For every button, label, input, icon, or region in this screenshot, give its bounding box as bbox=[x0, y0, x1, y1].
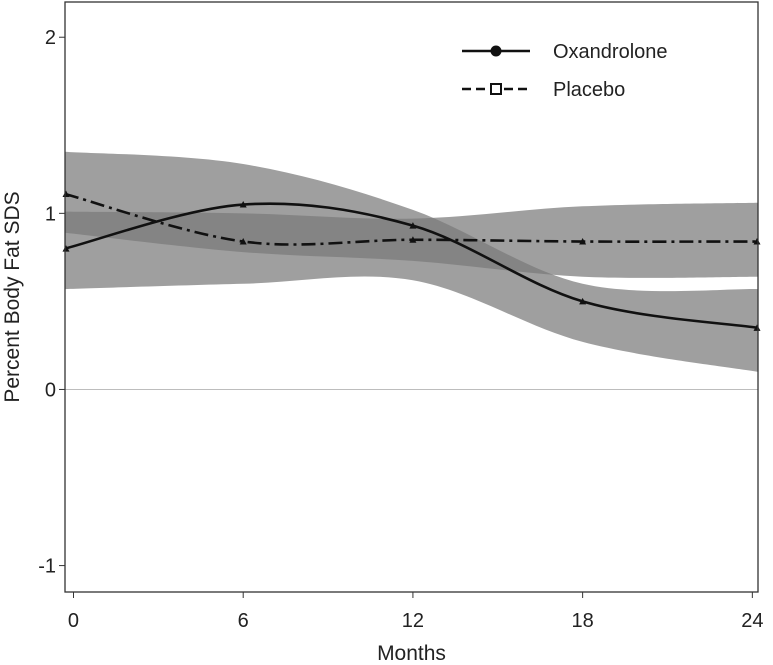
x-tick-label: 12 bbox=[402, 610, 424, 632]
legend-label-oxandrolone: Oxandrolone bbox=[553, 41, 668, 63]
x-tick-label: 18 bbox=[572, 610, 594, 632]
y-axis-ticks: -1 0 1 2 bbox=[38, 27, 65, 578]
y-tick-label: 0 bbox=[45, 379, 56, 401]
y-tick-label: 1 bbox=[45, 203, 56, 225]
y-axis-label: Percent Body Fat SDS bbox=[1, 191, 24, 402]
legend: Oxandrolone Placebo bbox=[462, 41, 668, 101]
data-point-oxandrolone-2 bbox=[409, 222, 417, 229]
band-oxandrolone bbox=[65, 151, 758, 372]
legend-label-placebo: Placebo bbox=[553, 79, 625, 101]
y-tick-label: 2 bbox=[45, 27, 56, 49]
data-point-placebo-1 bbox=[239, 238, 247, 245]
series-markers bbox=[62, 190, 761, 331]
legend-item-placebo: Placebo bbox=[462, 79, 625, 101]
data-point-oxandrolone-4 bbox=[753, 324, 761, 331]
legend-marker-oxandrolone bbox=[490, 45, 502, 57]
confidence-bands bbox=[65, 151, 758, 372]
x-axis-ticks: 0 6 12 18 24 bbox=[68, 592, 763, 632]
plot-frame bbox=[64, 1, 759, 593]
data-point-oxandrolone-1 bbox=[239, 201, 247, 208]
data-point-placebo-0 bbox=[62, 190, 70, 197]
data-point-placebo-2 bbox=[409, 236, 417, 243]
x-tick-label: 0 bbox=[68, 610, 79, 632]
x-tick-label: 24 bbox=[741, 610, 763, 632]
y-tick-label: -1 bbox=[38, 556, 56, 578]
data-point-oxandrolone-0 bbox=[62, 245, 70, 252]
data-point-oxandrolone-3 bbox=[579, 297, 587, 305]
legend-marker-placebo bbox=[490, 83, 502, 95]
data-point-placebo-4 bbox=[753, 238, 761, 245]
legend-item-oxandrolone: Oxandrolone bbox=[462, 41, 668, 63]
x-tick-label: 6 bbox=[238, 610, 249, 632]
x-axis-label: Months bbox=[377, 642, 446, 665]
data-point-placebo-3 bbox=[579, 238, 587, 245]
